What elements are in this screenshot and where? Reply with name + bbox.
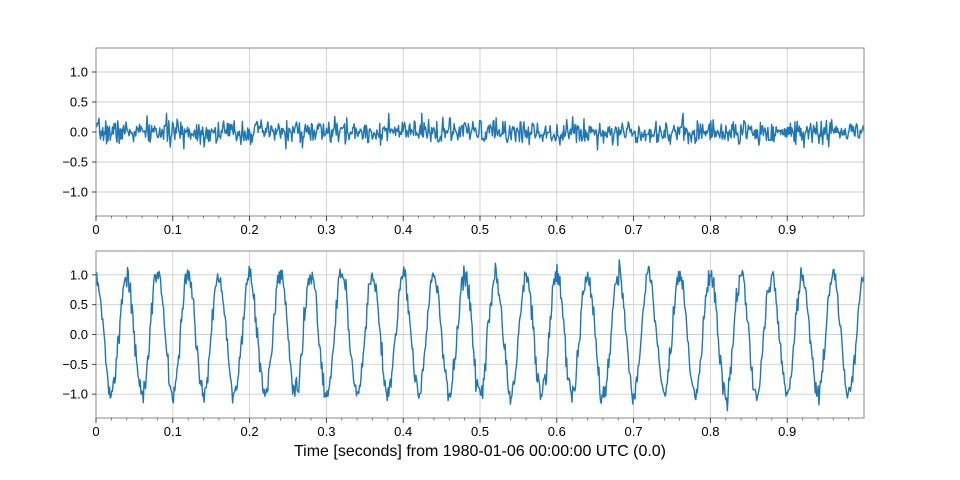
x-tick-label: 0.6 — [548, 424, 566, 439]
y-tick-label: 0.5 — [70, 95, 88, 110]
y-tick-label: 0.0 — [70, 125, 88, 140]
y-tick-label: 1.0 — [70, 267, 88, 282]
x-tick-label: 0.1 — [164, 424, 182, 439]
y-tick-label: 0.5 — [70, 297, 88, 312]
x-tick-label: 0.3 — [317, 424, 335, 439]
x-tick-label: 0.9 — [778, 222, 796, 237]
y-tick-label: 0.0 — [70, 327, 88, 342]
y-tick-label: −1.0 — [62, 387, 88, 402]
y-tick-label: 1.0 — [70, 65, 88, 80]
x-tick-label: 0 — [92, 222, 99, 237]
y-tick-label: −0.5 — [62, 155, 88, 170]
x-tick-label: 0 — [92, 424, 99, 439]
x-tick-label: 0.7 — [625, 222, 643, 237]
x-tick-label: 0.2 — [241, 424, 259, 439]
x-tick-label: 0.5 — [471, 222, 489, 237]
x-tick-label: 0.1 — [164, 222, 182, 237]
x-tick-label: 0.8 — [701, 424, 719, 439]
x-tick-label: 0.7 — [625, 424, 643, 439]
x-axis-label: Time [seconds] from 1980-01-06 00:00:00 … — [294, 443, 666, 460]
x-tick-label: 0.2 — [241, 222, 259, 237]
x-tick-label: 0.6 — [548, 222, 566, 237]
series-line-noise — [95, 112, 865, 151]
x-tick-label: 0.3 — [317, 222, 335, 237]
top-panel: 0 0.1 0.2 0.3 0.4 0.5 0.6 0.7 0.8 0.9 1.0 0.5 0.0 −0.… — [62, 47, 865, 237]
x-tick-label: 0.4 — [394, 222, 412, 237]
x-tick-label: 0.5 — [471, 424, 489, 439]
y-tick-label: −0.5 — [62, 357, 88, 372]
x-tick-label: 0.8 — [701, 222, 719, 237]
series-line-sine-noise — [95, 259, 865, 412]
x-tick-label: 0.4 — [394, 424, 412, 439]
bottom-panel: 0 0.1 0.2 0.3 0.4 0.5 0.6 0.7 0.8 0.9 1.0 0.5 0.0 −0.… — [62, 250, 865, 439]
y-tick-label: −1.0 — [62, 185, 88, 200]
x-tick-label: 0.9 — [778, 424, 796, 439]
